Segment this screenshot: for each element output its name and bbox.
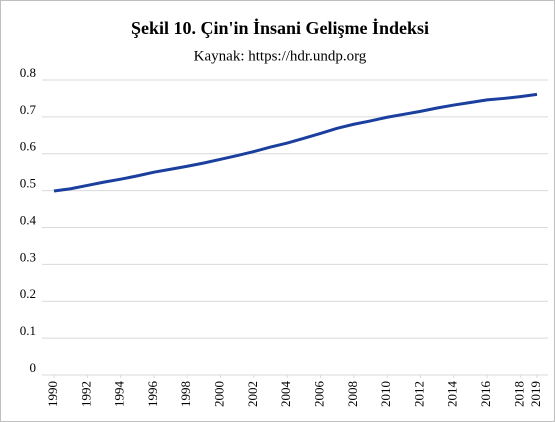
x-tick-label: 2016 — [478, 381, 493, 408]
x-tick-label: 2012 — [411, 381, 426, 407]
x-tick-label: 1996 — [145, 381, 160, 408]
y-tick-label: 0.8 — [20, 65, 36, 80]
y-tick-label: 0.4 — [20, 212, 37, 227]
y-tick-label: 0.6 — [20, 139, 37, 154]
y-tick-label: 0.2 — [20, 286, 36, 301]
x-tick-label: 1990 — [45, 381, 60, 407]
y-tick-label: 0.7 — [20, 102, 37, 117]
x-tick-label: 2008 — [345, 381, 360, 407]
x-tick-label: 2004 — [278, 381, 293, 408]
y-tick-label: 0.5 — [20, 176, 36, 191]
x-tick-label: 2019 — [528, 381, 543, 407]
x-tick-label: 2018 — [511, 381, 526, 407]
chart-title: Şekil 10. Çin'in İnsani Gelişme İndeksi — [131, 18, 429, 38]
x-tick-label: 1998 — [178, 381, 193, 407]
x-tick-label: 1994 — [112, 381, 127, 408]
y-tick-label: 0 — [30, 360, 37, 375]
x-tick-label: 1992 — [78, 381, 93, 407]
y-tick-label: 0.3 — [20, 249, 36, 264]
chart-subtitle: Kaynak: https://hdr.undp.org — [194, 48, 367, 64]
x-tick-label: 2006 — [311, 381, 326, 408]
x-tick-label: 2010 — [378, 381, 393, 407]
y-tick-label: 0.1 — [20, 323, 36, 338]
x-tick-label: 2002 — [245, 381, 260, 407]
x-tick-label: 2000 — [212, 381, 227, 407]
line — [53, 92, 538, 193]
x-tick-label: 2014 — [445, 381, 460, 408]
